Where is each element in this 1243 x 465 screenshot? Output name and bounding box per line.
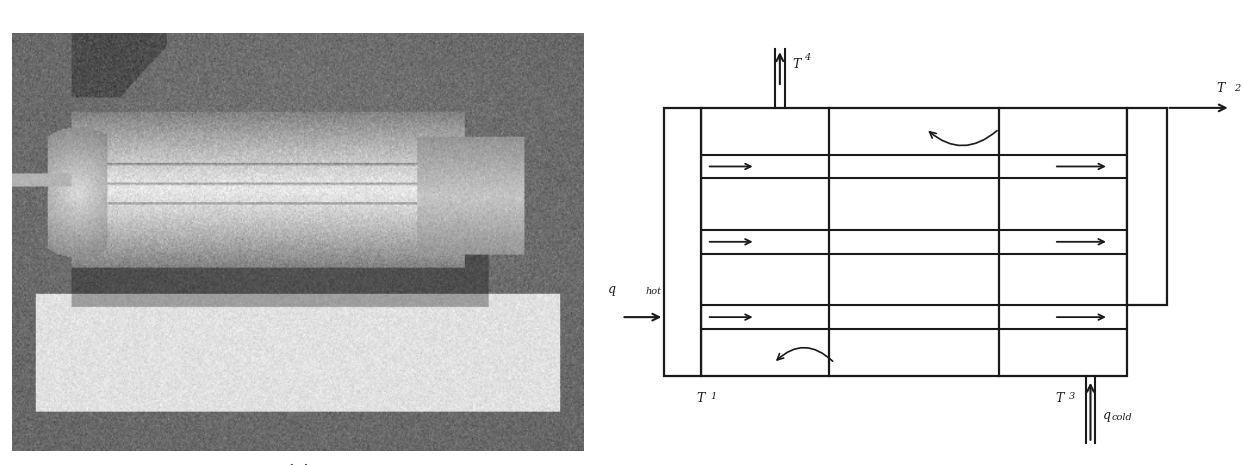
Text: (a): (a) <box>283 464 313 465</box>
Text: T: T <box>792 58 800 71</box>
Text: T: T <box>696 392 705 405</box>
Text: 4: 4 <box>804 53 810 62</box>
Text: T: T <box>1055 392 1064 405</box>
Bar <box>1127 108 1167 305</box>
Text: 2: 2 <box>1233 84 1239 93</box>
Text: T: T <box>1216 82 1224 95</box>
Text: 3: 3 <box>1069 392 1075 401</box>
Bar <box>664 108 701 376</box>
Text: hot: hot <box>646 287 661 296</box>
Text: q: q <box>1103 409 1111 422</box>
Text: 1: 1 <box>710 392 716 401</box>
Text: cold: cold <box>1111 413 1132 422</box>
Text: q: q <box>608 283 615 296</box>
Bar <box>701 108 1127 376</box>
